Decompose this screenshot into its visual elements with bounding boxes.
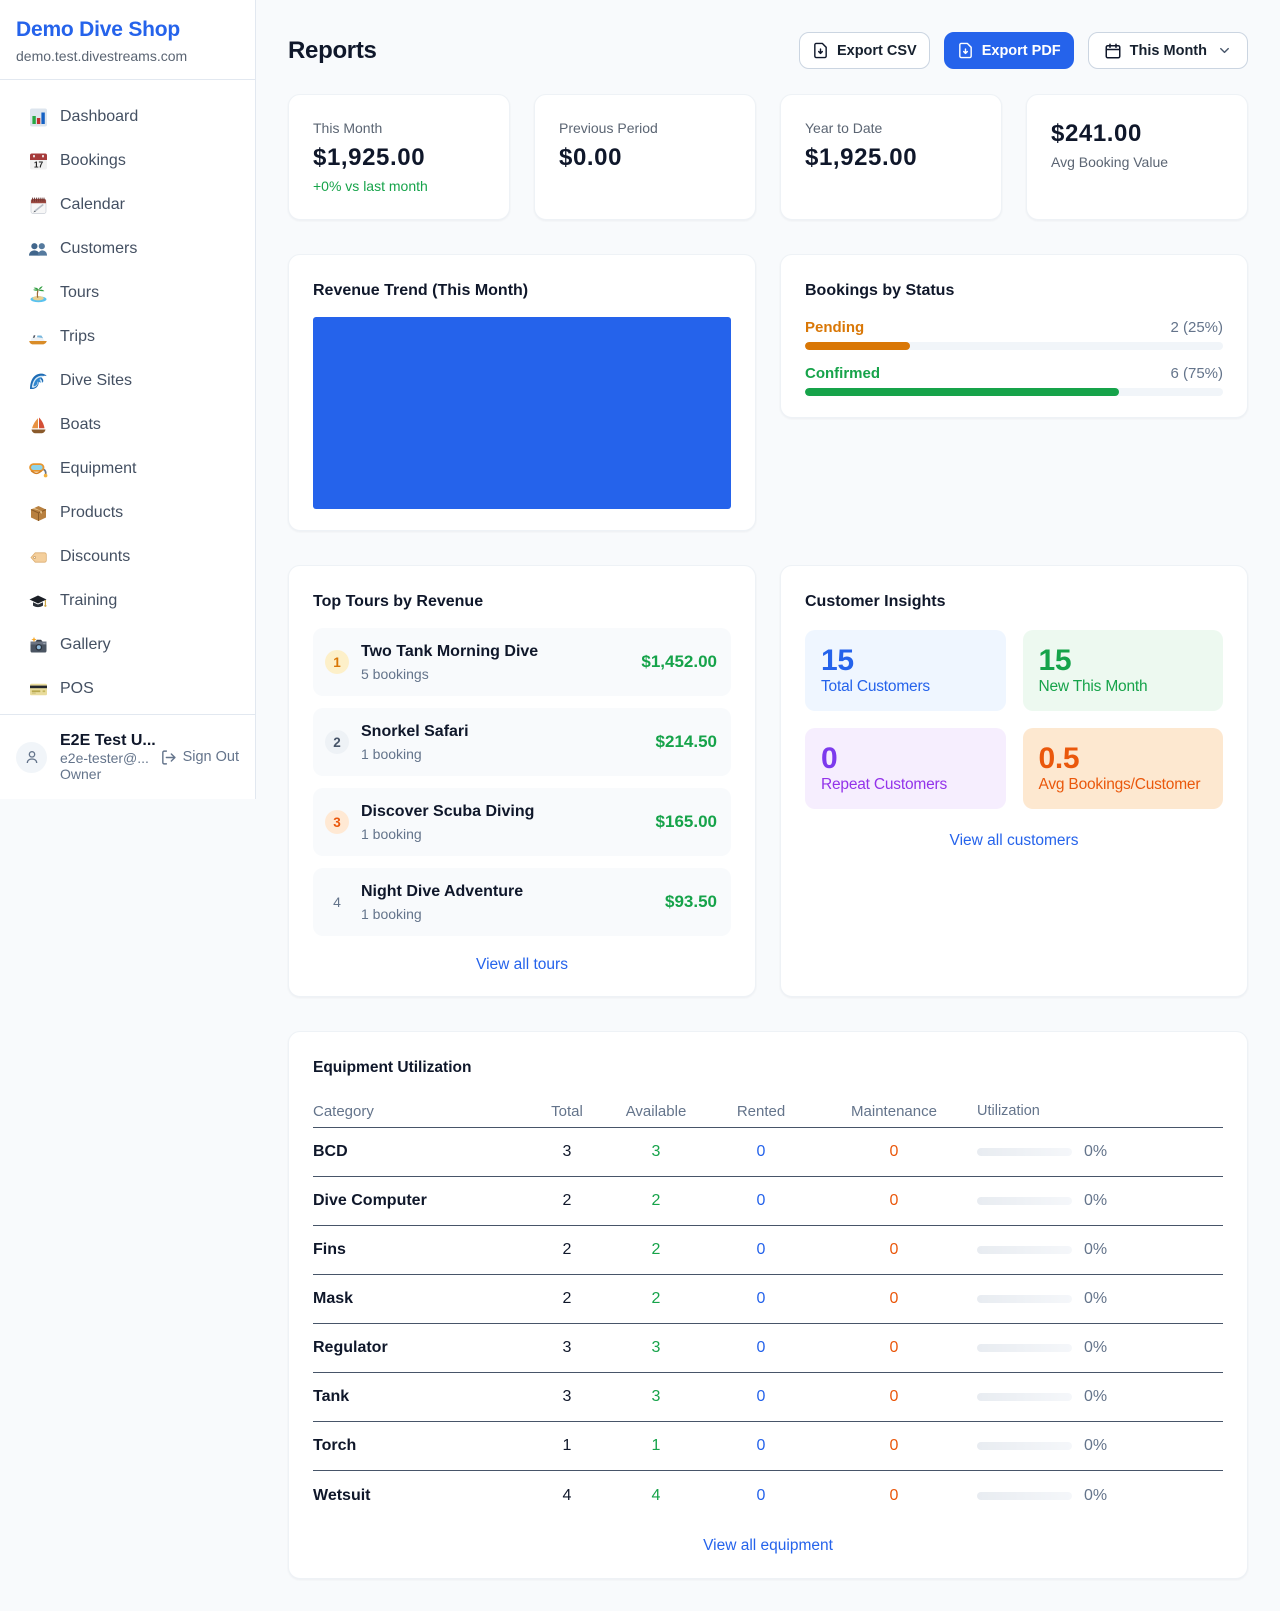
svg-text:17: 17 xyxy=(33,159,43,169)
